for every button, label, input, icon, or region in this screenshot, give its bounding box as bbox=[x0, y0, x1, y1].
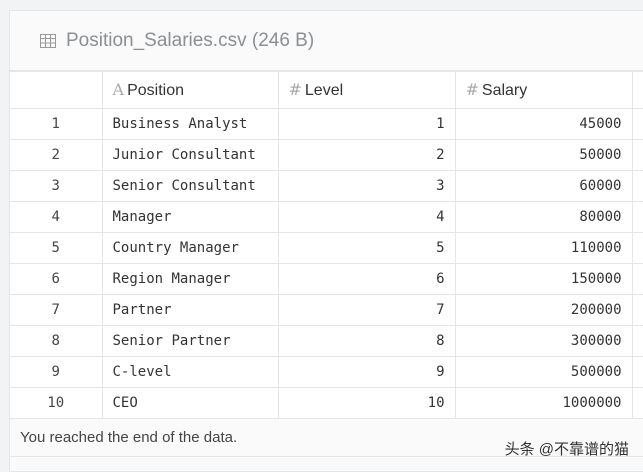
position-cell: Senior Partner bbox=[101, 325, 279, 357]
salary-cell: 80000 bbox=[454, 201, 633, 233]
csv-preview-card: Position_Salaries.csv (246 B) A Position … bbox=[9, 10, 643, 472]
table-row: 9 C-level 9 500000 bbox=[10, 356, 643, 388]
empty-cell bbox=[631, 294, 643, 326]
position-cell: Senior Consultant bbox=[101, 170, 279, 202]
position-cell: Manager bbox=[101, 201, 279, 233]
number-type-icon: # bbox=[465, 80, 479, 99]
column-header-level[interactable]: # Level bbox=[277, 71, 456, 109]
empty-cell bbox=[631, 263, 643, 295]
salary-cell: 60000 bbox=[454, 170, 633, 202]
empty-cell bbox=[631, 325, 643, 357]
empty-header bbox=[631, 71, 643, 109]
data-table: A Position # Level # Salary 1 Business Analy… bbox=[10, 71, 643, 419]
table-icon bbox=[40, 33, 56, 48]
position-cell: Junior Consultant bbox=[101, 139, 279, 171]
row-index: 2 bbox=[10, 139, 103, 171]
table-row: 5 Country Manager 5 110000 bbox=[10, 232, 643, 264]
position-cell: CEO bbox=[101, 387, 279, 419]
table-row: 10 CEO 10 1000000 bbox=[10, 387, 643, 419]
level-cell: 6 bbox=[277, 263, 456, 295]
table-row: 7 Partner 7 200000 bbox=[10, 294, 643, 326]
row-index: 5 bbox=[10, 232, 103, 264]
header-row: A Position # Level # Salary bbox=[10, 71, 643, 109]
table-row: 4 Manager 4 80000 bbox=[10, 201, 643, 233]
salary-cell: 150000 bbox=[454, 263, 633, 295]
position-cell: Region Manager bbox=[101, 263, 279, 295]
row-index: 6 bbox=[10, 263, 103, 295]
level-cell: 4 bbox=[277, 201, 456, 233]
salary-cell: 110000 bbox=[454, 232, 633, 264]
level-cell: 9 bbox=[277, 356, 456, 388]
row-index: 1 bbox=[10, 108, 103, 140]
salary-cell: 1000000 bbox=[454, 387, 633, 419]
row-index: 10 bbox=[10, 387, 103, 419]
level-cell: 3 bbox=[277, 170, 456, 202]
level-cell: 8 bbox=[277, 325, 456, 357]
column-header-position[interactable]: A Position bbox=[101, 71, 279, 109]
row-index: 7 bbox=[10, 294, 103, 326]
index-header bbox=[10, 71, 103, 109]
watermark: 头条 @不靠谱的猫 bbox=[504, 441, 629, 458]
text-type-icon: A bbox=[112, 80, 125, 99]
level-cell: 10 bbox=[277, 387, 456, 419]
level-cell: 1 bbox=[277, 108, 456, 140]
empty-cell bbox=[631, 170, 643, 202]
row-index: 3 bbox=[10, 170, 103, 202]
row-index: 4 bbox=[10, 201, 103, 233]
column-label: Level bbox=[304, 82, 344, 99]
table-row: 8 Senior Partner 8 300000 bbox=[10, 325, 643, 357]
empty-cell bbox=[631, 139, 643, 171]
end-of-data-message: You reached the end of the data. bbox=[10, 419, 643, 457]
row-index: 8 bbox=[10, 325, 103, 357]
row-index: 9 bbox=[10, 356, 103, 388]
salary-cell: 45000 bbox=[454, 108, 633, 140]
salary-cell: 200000 bbox=[454, 294, 633, 326]
column-label: Position bbox=[127, 82, 184, 99]
empty-cell bbox=[631, 356, 643, 388]
column-label: Salary bbox=[481, 82, 528, 99]
empty-cell bbox=[631, 387, 643, 419]
column-header-salary[interactable]: # Salary bbox=[454, 71, 633, 109]
file-title: Position_Salaries.csv (246 B) bbox=[66, 29, 315, 51]
table-row: 1 Business Analyst 1 45000 bbox=[10, 108, 643, 140]
file-header: Position_Salaries.csv (246 B) bbox=[10, 11, 643, 71]
number-type-icon: # bbox=[288, 80, 302, 99]
salary-cell: 50000 bbox=[454, 139, 633, 171]
table-row: 6 Region Manager 6 150000 bbox=[10, 263, 643, 295]
position-cell: Country Manager bbox=[101, 232, 279, 264]
level-cell: 2 bbox=[277, 139, 456, 171]
level-cell: 7 bbox=[277, 294, 456, 326]
salary-cell: 300000 bbox=[454, 325, 633, 357]
empty-cell bbox=[631, 201, 643, 233]
position-cell: Business Analyst bbox=[101, 108, 279, 140]
level-cell: 5 bbox=[277, 232, 456, 264]
position-cell: Partner bbox=[101, 294, 279, 326]
position-cell: C-level bbox=[101, 356, 279, 388]
empty-cell bbox=[631, 232, 643, 264]
salary-cell: 500000 bbox=[454, 356, 633, 388]
empty-cell bbox=[631, 108, 643, 140]
table-row: 3 Senior Consultant 3 60000 bbox=[10, 170, 643, 202]
table-row: 2 Junior Consultant 2 50000 bbox=[10, 139, 643, 171]
